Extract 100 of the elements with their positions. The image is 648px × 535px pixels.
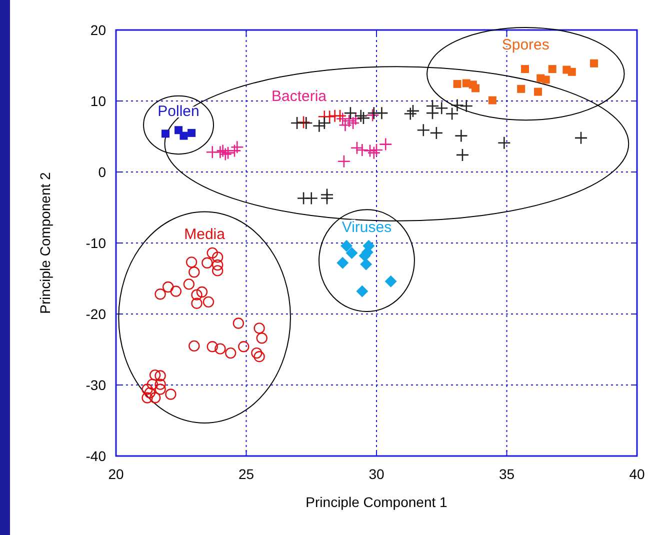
point [434,101,448,115]
point [214,343,226,354]
point [426,99,440,113]
point [416,123,430,137]
point [356,143,369,157]
point [354,109,368,123]
y-tick-label: -40 [86,448,106,464]
point [238,341,250,352]
point [454,129,468,142]
point [488,96,496,104]
point [300,116,313,130]
series-label: Viruses [342,218,392,236]
point [206,247,218,259]
point [232,318,244,329]
x-tick-label: 20 [108,466,124,482]
point [406,104,420,118]
point [453,80,462,88]
series-label: Bacteria [271,88,328,106]
x-tick-label: 30 [368,466,384,482]
x-tick-label: 35 [498,466,515,482]
point [149,369,161,381]
x-axis-title: Principle Component 1 [306,494,448,510]
point [333,109,347,123]
point [336,256,349,269]
point [149,392,161,404]
point [360,258,372,270]
y-tick-label: -20 [86,306,106,322]
point [312,119,326,132]
point [370,143,384,157]
y-tick-label: 10 [90,93,106,109]
point [202,257,213,268]
point [375,106,388,120]
point [221,146,235,160]
point [378,138,392,151]
point [344,106,358,120]
point [342,114,356,128]
point [188,266,200,278]
point [191,298,202,309]
point [445,107,459,120]
point [590,59,598,68]
point [144,387,156,398]
point [574,131,588,145]
point [212,265,224,276]
point [165,388,176,400]
point [212,252,224,263]
point [202,296,214,308]
point [568,68,576,76]
point [450,98,464,112]
point [349,112,362,126]
point [337,154,351,168]
point [183,278,195,290]
point [534,88,542,96]
point [254,322,265,334]
point [142,384,153,395]
point [228,144,242,158]
point [460,99,474,113]
point [188,128,196,137]
point [254,351,265,362]
point [471,84,480,92]
point [212,259,224,271]
point [404,107,418,120]
point [142,392,153,404]
point [542,76,550,84]
point [346,246,358,259]
y-tick-label: -30 [86,377,106,393]
point [318,116,332,130]
point [456,148,470,162]
point [191,289,202,300]
point [154,378,166,390]
point [363,144,377,158]
point [497,136,511,150]
point [218,148,232,161]
point [356,285,368,298]
x-tick-label: 40 [629,466,645,482]
point [251,347,262,359]
point [154,288,166,300]
series-label: Spores [502,36,550,54]
point [180,132,188,140]
point [548,65,556,74]
point [322,110,336,124]
point [430,126,444,140]
point [304,192,318,205]
series-label: Media [184,226,226,243]
point [517,84,526,93]
point [336,112,350,126]
point [196,286,208,298]
point [162,281,174,293]
point [350,141,364,155]
point [170,286,182,297]
point [320,192,334,205]
point [340,240,353,252]
point [146,378,158,390]
point [366,108,380,122]
point [338,118,352,132]
point [186,256,198,268]
point [520,65,529,74]
point [188,340,200,352]
point [154,384,166,395]
y-axis-title: Principle Component 2 [37,172,53,314]
point [161,130,170,138]
